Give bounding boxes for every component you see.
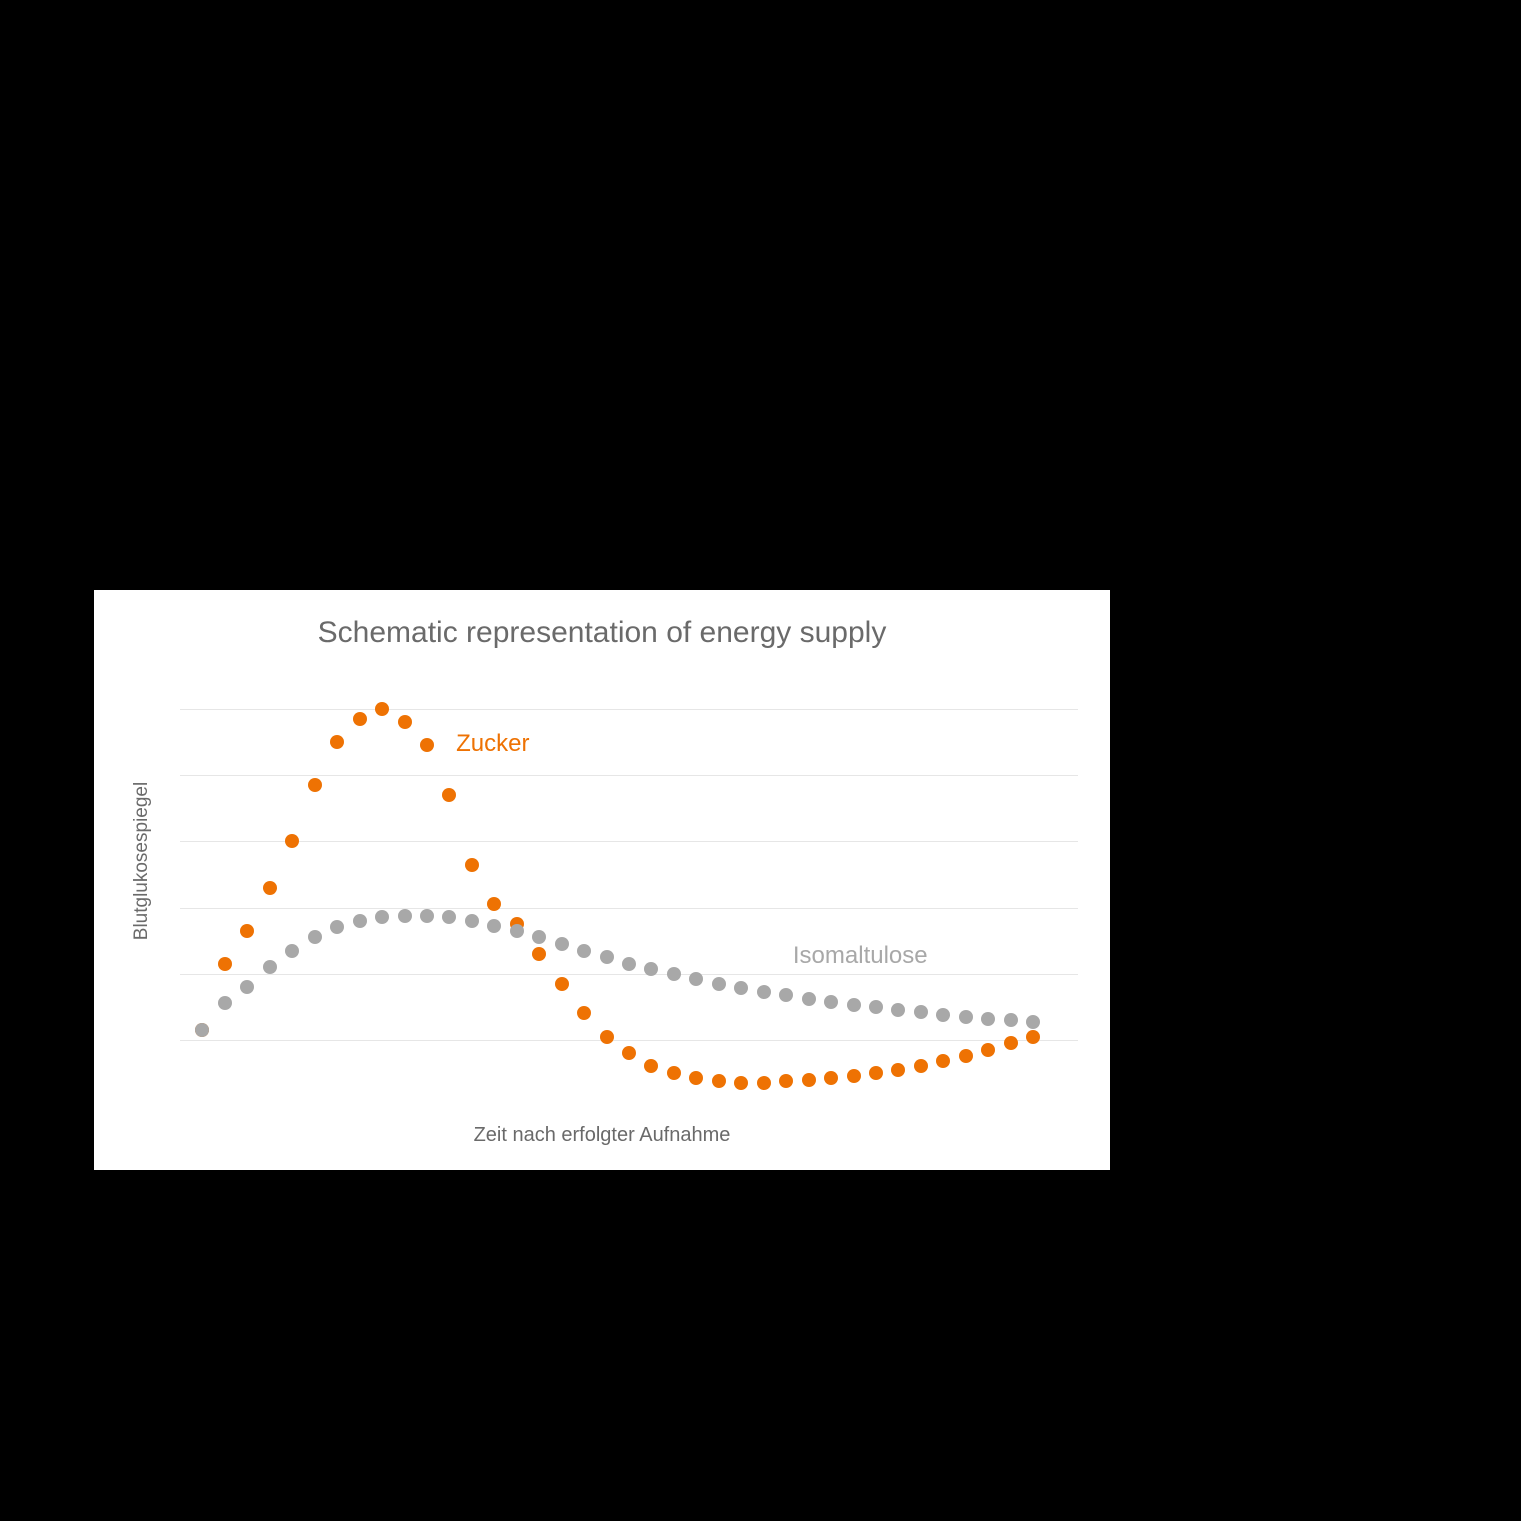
- zucker-point: [308, 778, 322, 792]
- zucker-point: [734, 1076, 748, 1090]
- gridline: [180, 841, 1078, 842]
- gridline: [180, 908, 1078, 909]
- isomaltulose-point: [465, 914, 479, 928]
- zucker-point: [644, 1059, 658, 1073]
- isomaltulose-point: [981, 1012, 995, 1026]
- isomaltulose-point: [802, 992, 816, 1006]
- zucker-point: [959, 1049, 973, 1063]
- isomaltulose-point: [218, 996, 232, 1010]
- zucker-point: [824, 1071, 838, 1085]
- gridline: [180, 974, 1078, 975]
- isomaltulose-point: [1004, 1013, 1018, 1027]
- isomaltulose-point: [847, 998, 861, 1012]
- isomaltulose-point: [263, 960, 277, 974]
- zucker-point: [600, 1030, 614, 1044]
- zucker-point: [487, 897, 501, 911]
- isomaltulose-point: [510, 924, 524, 938]
- isomaltulose-point: [1026, 1015, 1040, 1029]
- zucker-point: [802, 1073, 816, 1087]
- isomaltulose-point: [779, 988, 793, 1002]
- zucker-point: [555, 977, 569, 991]
- zucker-label: Zucker: [456, 730, 529, 758]
- isomaltulose-point: [532, 930, 546, 944]
- isomaltulose-point: [891, 1003, 905, 1017]
- isomaltulose-point: [442, 910, 456, 924]
- zucker-point: [757, 1076, 771, 1090]
- zucker-point: [465, 858, 479, 872]
- gridline: [180, 709, 1078, 710]
- zucker-point: [712, 1074, 726, 1088]
- zucker-point: [240, 924, 254, 938]
- zucker-point: [532, 947, 546, 961]
- isomaltulose-point: [689, 972, 703, 986]
- zucker-point: [398, 715, 412, 729]
- isomaltulose-point: [734, 981, 748, 995]
- gridline: [180, 775, 1078, 776]
- isomaltulose-point: [577, 944, 591, 958]
- zucker-point: [847, 1069, 861, 1083]
- zucker-point: [869, 1066, 883, 1080]
- zucker-point: [353, 712, 367, 726]
- isomaltulose-point: [869, 1000, 883, 1014]
- zucker-point: [689, 1071, 703, 1085]
- isomaltulose-point: [240, 980, 254, 994]
- isomaltulose-point: [195, 1023, 209, 1037]
- zucker-point: [981, 1043, 995, 1057]
- isomaltulose-point: [308, 930, 322, 944]
- gridline: [180, 1040, 1078, 1041]
- isomaltulose-point: [667, 967, 681, 981]
- zucker-point: [622, 1046, 636, 1060]
- zucker-point: [375, 702, 389, 716]
- zucker-point: [218, 957, 232, 971]
- zucker-point: [263, 881, 277, 895]
- isomaltulose-point: [600, 950, 614, 964]
- isomaltulose-point: [644, 962, 658, 976]
- zucker-point: [891, 1063, 905, 1077]
- isomaltulose-point: [936, 1008, 950, 1022]
- zucker-point: [914, 1059, 928, 1073]
- zucker-point: [936, 1054, 950, 1068]
- isomaltulose-point: [420, 909, 434, 923]
- zucker-point: [420, 738, 434, 752]
- isomaltulose-point: [824, 995, 838, 1009]
- isomaltulose-point: [757, 985, 771, 999]
- plot-area: Zucker Isomaltulose: [180, 676, 1078, 1106]
- isomaltulose-point: [330, 920, 344, 934]
- x-axis-label: Zeit nach erfolgter Aufnahme: [94, 1124, 1110, 1147]
- zucker-point: [330, 735, 344, 749]
- isomaltulose-point: [622, 957, 636, 971]
- isomaltulose-point: [398, 909, 412, 923]
- chart-card: Schematic representation of energy suppl…: [94, 590, 1110, 1170]
- zucker-point: [1026, 1030, 1040, 1044]
- chart-title: Schematic representation of energy suppl…: [94, 616, 1110, 650]
- isomaltulose-point: [375, 910, 389, 924]
- zucker-point: [442, 788, 456, 802]
- zucker-point: [779, 1074, 793, 1088]
- isomaltulose-point: [914, 1005, 928, 1019]
- isomaltulose-label: Isomaltulose: [793, 942, 928, 970]
- y-axis-label: Blutglukosespiegel: [131, 782, 153, 940]
- zucker-point: [667, 1066, 681, 1080]
- isomaltulose-point: [555, 937, 569, 951]
- isomaltulose-point: [487, 919, 501, 933]
- isomaltulose-point: [353, 914, 367, 928]
- zucker-point: [1004, 1036, 1018, 1050]
- zucker-point: [285, 834, 299, 848]
- isomaltulose-point: [959, 1010, 973, 1024]
- isomaltulose-point: [285, 944, 299, 958]
- isomaltulose-point: [712, 977, 726, 991]
- zucker-point: [577, 1006, 591, 1020]
